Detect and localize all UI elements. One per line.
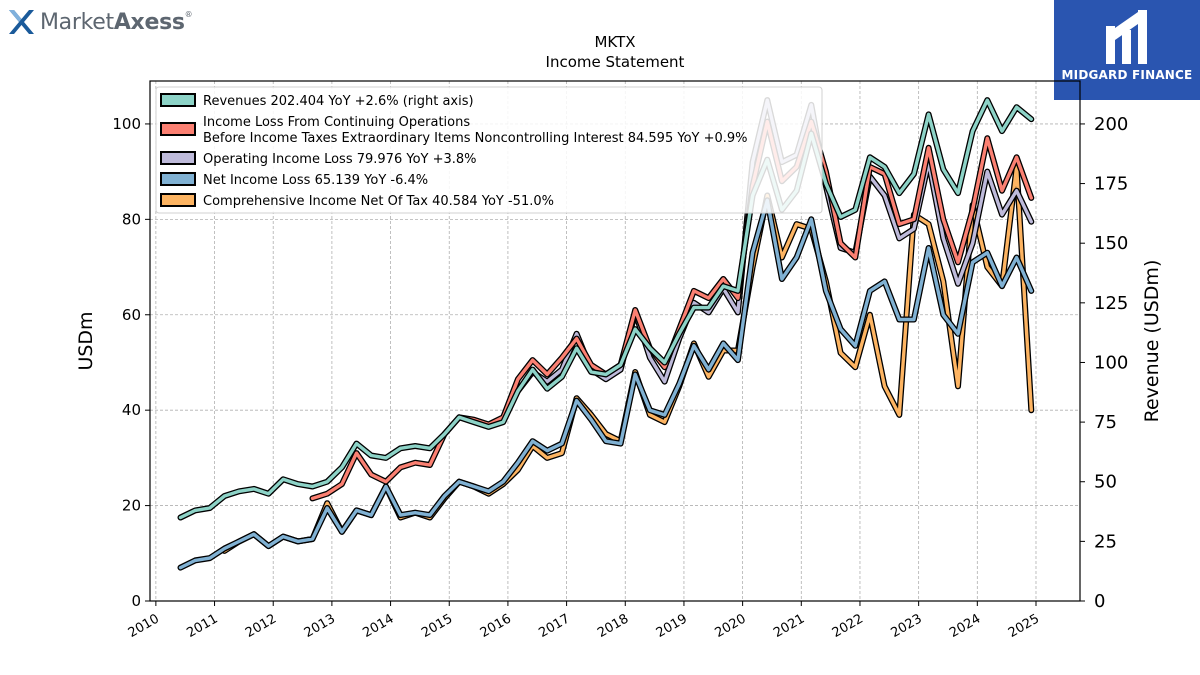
plot-frame: [149, 80, 1081, 602]
y-tick-label: 80: [122, 210, 141, 228]
x-tick-label: 2020: [712, 611, 748, 641]
brand-reg-mark: ®: [184, 9, 193, 19]
x-tick-label: 2023: [888, 611, 924, 641]
y-tick-label: 0: [131, 592, 141, 610]
x-tick-label: 2021: [771, 611, 807, 641]
brand-name-bold: Axess: [113, 9, 185, 35]
legend-label-3: Net Income Loss 65.139 YoY -6.4%: [203, 173, 428, 188]
series-3: [177, 197, 1035, 571]
legend-swatch-3: [160, 172, 196, 186]
y-tick-label: 60: [122, 306, 141, 324]
x-tick-label: 2018: [595, 611, 631, 641]
legend-label-2: Operating Income Loss 79.976 YoY +3.8%: [203, 152, 477, 167]
y-tick-label: 20: [122, 497, 141, 515]
y2-tick-label: 25: [1094, 531, 1117, 552]
legend-swatch-4: [160, 193, 196, 207]
market-axess-x-icon: [9, 10, 34, 34]
series-3-line: [178, 198, 1034, 570]
y2-axis-label: Revenue (USDm): [1141, 260, 1163, 423]
legend-box: [155, 86, 823, 214]
legend: Revenues 202.404 YoY +2.6% (right axis) I…: [155, 86, 823, 214]
x-tick-label: 2013: [302, 611, 338, 641]
y2-tick-label: 100: [1094, 352, 1128, 373]
legend-swatch-1: [160, 122, 196, 136]
y2-tick-label: 0: [1094, 591, 1105, 612]
legend-entry-3: Net Income Loss 65.139 YoY -6.4%: [160, 172, 428, 188]
y2-tick-label: 125: [1094, 293, 1128, 314]
badge-label: MIDGARD FINANCE: [1061, 68, 1193, 82]
y2-tick-label: 50: [1094, 472, 1117, 493]
x-tick-label: 2014: [360, 611, 396, 641]
x-tick-label: 2010: [126, 611, 162, 641]
x-tick-label: 2017: [536, 611, 572, 641]
chart-title: MKTX: [594, 33, 635, 51]
series-0-line: [178, 98, 1034, 520]
series-4: [221, 163, 1035, 554]
legend-label-0: Revenues 202.404 YoY +2.6% (right axis): [203, 94, 474, 109]
y2-tick-label: 200: [1094, 114, 1128, 135]
x-tick-label: 2012: [243, 611, 279, 641]
y2-tick-label: 175: [1094, 174, 1128, 195]
x-tick-label: 2015: [419, 611, 455, 641]
midgard-finance-badge: MIDGARD FINANCE: [1054, 0, 1200, 100]
legend-entry-2: Operating Income Loss 79.976 YoY +3.8%: [160, 151, 477, 167]
market-axess-logo: MarketAxess®: [6, 4, 193, 40]
y-tick-label: 40: [122, 401, 141, 419]
legend-label-1: Income Loss From Continuing Operations Be…: [203, 115, 748, 146]
x-tick-label: 2011: [184, 611, 220, 641]
x-tick-label: 2025: [1006, 611, 1042, 641]
legend-swatch-2: [160, 151, 196, 165]
x-tick-label: 2022: [830, 611, 866, 641]
legend-label-4: Comprehensive Income Net Of Tax 40.584 Y…: [203, 194, 554, 209]
y-axis-label: USDm: [75, 311, 97, 370]
legend-swatch-0: [160, 93, 196, 107]
legend-entry-4: Comprehensive Income Net Of Tax 40.584 Y…: [160, 193, 554, 209]
y-tick-label: 100: [112, 115, 141, 133]
series-0: [177, 97, 1035, 521]
legend-entry-1: Income Loss From Continuing Operations Be…: [160, 115, 748, 146]
brand-name-light: Market: [40, 9, 114, 35]
x-tick-label: 2024: [947, 611, 983, 641]
chart-subtitle: Income Statement: [546, 53, 685, 71]
x-tick-label: 2016: [478, 611, 514, 641]
brand-name: MarketAxess®: [40, 9, 193, 35]
x-tick-label: 2019: [654, 611, 690, 641]
midgard-logo-icon: [1106, 10, 1147, 64]
legend-entry-0: Revenues 202.404 YoY +2.6% (right axis): [160, 93, 474, 109]
y2-tick-label: 150: [1094, 233, 1128, 254]
y2-tick-label: 75: [1094, 412, 1117, 433]
series-4-outline: [221, 163, 1035, 554]
